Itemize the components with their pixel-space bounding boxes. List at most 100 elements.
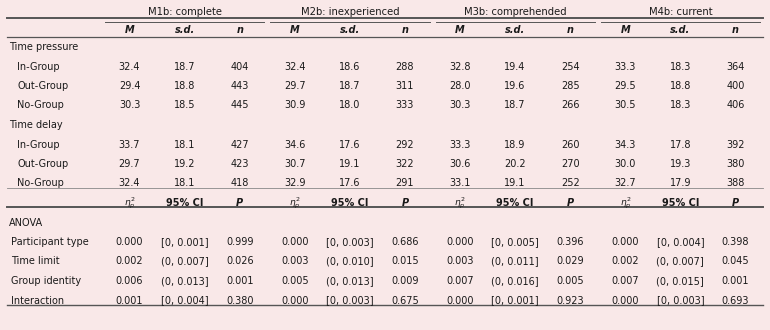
Text: 0.005: 0.005: [557, 276, 584, 286]
Text: 95% CI: 95% CI: [331, 198, 369, 208]
Text: 17.6: 17.6: [339, 179, 360, 188]
Text: $\eta^2_p$: $\eta^2_p$: [124, 195, 136, 211]
Text: 322: 322: [396, 159, 414, 169]
Text: 311: 311: [396, 81, 414, 91]
Text: 404: 404: [230, 61, 249, 72]
Text: 0.009: 0.009: [391, 276, 419, 286]
Text: (0, 0.015]: (0, 0.015]: [657, 276, 705, 286]
Text: 18.6: 18.6: [340, 61, 360, 72]
Text: 288: 288: [396, 61, 414, 72]
Text: (0, 0.007]: (0, 0.007]: [657, 256, 705, 267]
Text: 443: 443: [230, 81, 249, 91]
Text: 34.3: 34.3: [614, 140, 636, 149]
Text: M2b: inexperienced: M2b: inexperienced: [300, 7, 399, 17]
Text: 0.007: 0.007: [611, 276, 639, 286]
Text: 392: 392: [726, 140, 745, 149]
Text: 17.8: 17.8: [670, 140, 691, 149]
Text: [0, 0.004]: [0, 0.004]: [657, 237, 705, 247]
Text: $\eta^2_p$: $\eta^2_p$: [454, 195, 466, 211]
Text: 19.3: 19.3: [670, 159, 691, 169]
Text: s.d.: s.d.: [340, 25, 360, 35]
Text: P: P: [236, 198, 243, 208]
Text: 18.1: 18.1: [174, 179, 196, 188]
Text: 0.002: 0.002: [611, 256, 639, 267]
Text: ANOVA: ANOVA: [9, 217, 43, 227]
Text: 0.693: 0.693: [721, 295, 749, 306]
Text: 20.2: 20.2: [504, 159, 526, 169]
Text: P: P: [401, 198, 409, 208]
Text: 0.003: 0.003: [447, 256, 474, 267]
Text: 29.7: 29.7: [119, 159, 140, 169]
Text: 292: 292: [396, 140, 414, 149]
Text: 32.7: 32.7: [614, 179, 636, 188]
Text: 33.3: 33.3: [614, 61, 636, 72]
Text: 19.1: 19.1: [504, 179, 526, 188]
Text: 0.001: 0.001: [226, 276, 253, 286]
Text: 18.7: 18.7: [174, 61, 196, 72]
Text: 364: 364: [726, 61, 745, 72]
Text: 29.5: 29.5: [614, 81, 636, 91]
Text: 0.923: 0.923: [557, 295, 584, 306]
Text: n: n: [567, 25, 574, 35]
Text: $\eta^2_p$: $\eta^2_p$: [289, 195, 300, 211]
Text: 18.9: 18.9: [504, 140, 526, 149]
Text: (0, 0.013]: (0, 0.013]: [326, 276, 373, 286]
Text: 19.1: 19.1: [340, 159, 360, 169]
Text: 0.007: 0.007: [447, 276, 474, 286]
Text: 0.000: 0.000: [447, 237, 474, 247]
Text: 29.7: 29.7: [284, 81, 306, 91]
Text: M: M: [290, 25, 300, 35]
Text: 30.6: 30.6: [450, 159, 470, 169]
Text: M3b: comprehended: M3b: comprehended: [464, 7, 567, 17]
Text: 0.015: 0.015: [391, 256, 419, 267]
Text: M1b: complete: M1b: complete: [148, 7, 222, 17]
Text: 333: 333: [396, 101, 414, 111]
Text: 19.4: 19.4: [504, 61, 526, 72]
Text: Out-Group: Out-Group: [17, 81, 69, 91]
Text: 28.0: 28.0: [449, 81, 470, 91]
Text: s.d.: s.d.: [670, 25, 691, 35]
Text: 18.3: 18.3: [670, 101, 691, 111]
Text: (0, 0.007]: (0, 0.007]: [161, 256, 209, 267]
Text: 33.3: 33.3: [450, 140, 470, 149]
Text: 32.4: 32.4: [119, 61, 140, 72]
Text: 0.398: 0.398: [721, 237, 749, 247]
Text: 0.001: 0.001: [721, 276, 749, 286]
Text: 400: 400: [726, 81, 745, 91]
Text: 19.6: 19.6: [504, 81, 526, 91]
Text: s.d.: s.d.: [505, 25, 525, 35]
Text: 285: 285: [561, 81, 580, 91]
Text: In-Group: In-Group: [17, 61, 59, 72]
Text: M: M: [621, 25, 630, 35]
Text: 0.000: 0.000: [281, 295, 309, 306]
Text: 0.396: 0.396: [557, 237, 584, 247]
Text: 18.5: 18.5: [174, 101, 196, 111]
Text: Out-Group: Out-Group: [17, 159, 69, 169]
Text: 0.029: 0.029: [557, 256, 584, 267]
Text: $\eta^2_p$: $\eta^2_p$: [620, 195, 631, 211]
Text: 95% CI: 95% CI: [661, 198, 699, 208]
Text: 0.000: 0.000: [281, 237, 309, 247]
Text: [0, 0.004]: [0, 0.004]: [161, 295, 209, 306]
Text: Time pressure: Time pressure: [9, 42, 79, 52]
Text: Interaction: Interaction: [11, 295, 64, 306]
Text: 0.005: 0.005: [281, 276, 309, 286]
Text: 32.4: 32.4: [284, 61, 306, 72]
Text: 266: 266: [561, 101, 580, 111]
Text: 95% CI: 95% CI: [497, 198, 534, 208]
Text: 388: 388: [726, 179, 745, 188]
Text: 418: 418: [230, 179, 249, 188]
Text: 17.9: 17.9: [670, 179, 691, 188]
Text: 32.4: 32.4: [119, 179, 140, 188]
Text: 30.5: 30.5: [614, 101, 636, 111]
Text: M: M: [455, 25, 465, 35]
Text: 270: 270: [561, 159, 580, 169]
Text: 0.675: 0.675: [391, 295, 419, 306]
Text: 32.9: 32.9: [284, 179, 306, 188]
Text: 18.3: 18.3: [670, 61, 691, 72]
Text: 0.999: 0.999: [226, 237, 253, 247]
Text: 0.026: 0.026: [226, 256, 253, 267]
Text: s.d.: s.d.: [175, 25, 195, 35]
Text: 30.7: 30.7: [284, 159, 306, 169]
Text: Time limit: Time limit: [11, 256, 59, 267]
